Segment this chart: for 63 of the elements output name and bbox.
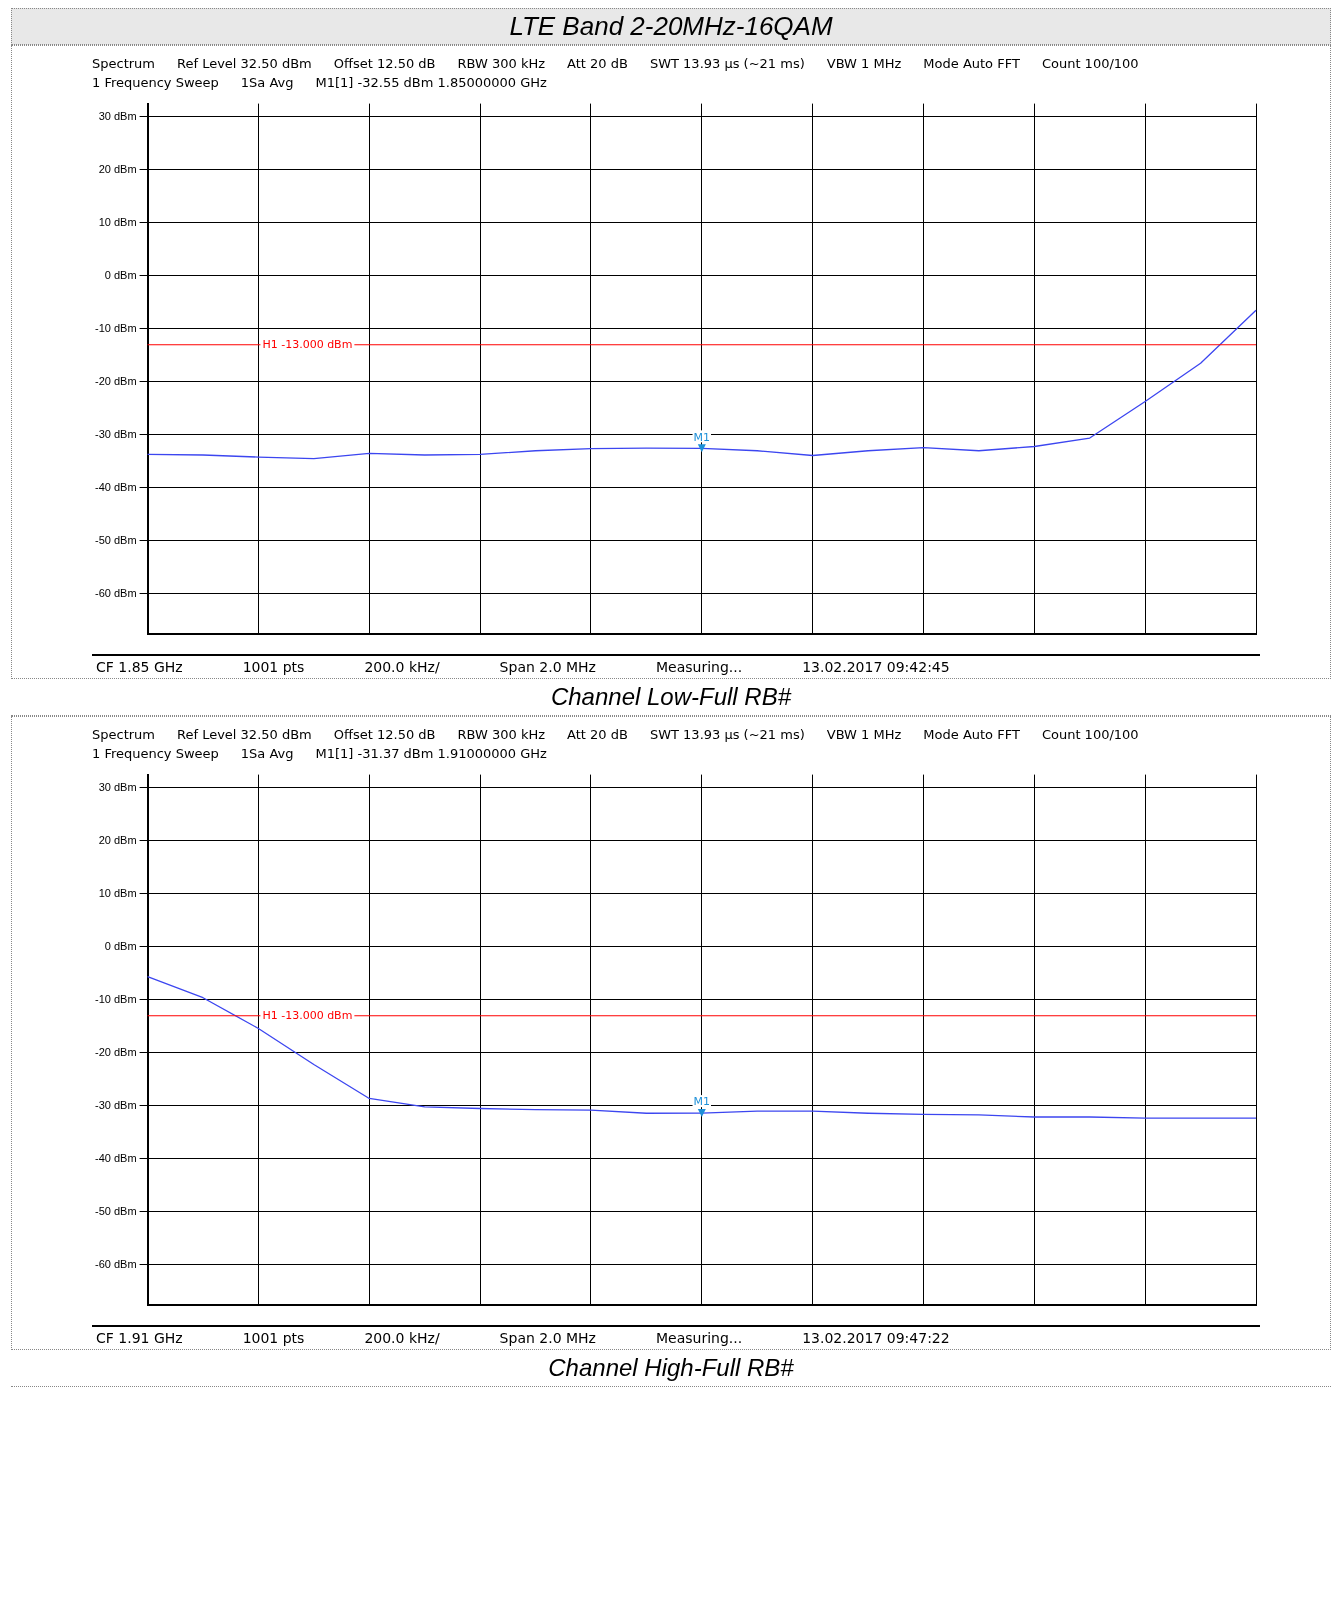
y-tick-label: 0 dBm bbox=[104, 268, 137, 281]
text: Ref Level 32.50 dBm bbox=[177, 727, 312, 742]
text: M1[1] -31.37 dBm 1.91000000 GHz bbox=[315, 746, 547, 761]
text: 1001 pts bbox=[242, 659, 305, 675]
y-tick-label: -20 dBm bbox=[94, 1045, 137, 1058]
text: Offset 12.50 dB bbox=[333, 727, 436, 742]
text: Mode Auto FFT bbox=[923, 727, 1020, 742]
text: 1001 pts bbox=[242, 1330, 305, 1346]
y-tick-label: -60 dBm bbox=[94, 1257, 137, 1270]
text: Att 20 dB bbox=[567, 727, 628, 742]
text: Count 100/100 bbox=[1041, 56, 1139, 71]
y-tick-label: -60 dBm bbox=[94, 586, 137, 599]
text: VBW 1 MHz bbox=[826, 727, 902, 742]
y-tick-label: -40 dBm bbox=[94, 480, 137, 493]
text: Span 2.0 MHz bbox=[499, 659, 596, 675]
text: Ref Level 32.50 dBm bbox=[177, 56, 312, 71]
y-tick-label: -10 dBm bbox=[94, 992, 137, 1005]
text: SWT 13.93 µs (~21 ms) bbox=[649, 56, 805, 71]
y-tick-label: -40 dBm bbox=[94, 1151, 137, 1164]
text: Offset 12.50 dB bbox=[333, 56, 436, 71]
text: Att 20 dB bbox=[567, 56, 628, 71]
text: VBW 1 MHz bbox=[826, 56, 902, 71]
text: Measuring... bbox=[655, 1330, 743, 1346]
text: Mode Auto FFT bbox=[923, 56, 1020, 71]
annotation: M1 bbox=[693, 430, 711, 444]
y-tick-label: 20 dBm bbox=[98, 162, 137, 175]
y-tick-label: -50 dBm bbox=[94, 1204, 137, 1217]
text: Channel Low-Full RB# bbox=[11, 679, 1331, 716]
y-tick-label: 10 dBm bbox=[98, 215, 137, 228]
text: 13.02.2017 09:42:45 bbox=[802, 659, 950, 675]
text: 1 Frequency Sweep bbox=[92, 75, 219, 90]
y-tick-label: -50 dBm bbox=[94, 533, 137, 546]
y-tick-label: -20 dBm bbox=[94, 374, 137, 387]
text: 13.02.2017 09:47:22 bbox=[802, 1330, 950, 1346]
text: RBW 300 kHz bbox=[457, 56, 546, 71]
text: 1 Frequency Sweep bbox=[92, 746, 219, 761]
ref-line-label: H1 -13.000 dBm bbox=[262, 337, 353, 351]
y-tick-label: 10 dBm bbox=[98, 886, 137, 899]
y-tick-label: -30 dBm bbox=[94, 427, 137, 440]
text: 200.0 kHz/ bbox=[364, 659, 440, 675]
text: Spectrum bbox=[92, 727, 155, 742]
text: 1Sa Avg bbox=[240, 75, 294, 90]
y-tick-label: -30 dBm bbox=[94, 1098, 137, 1111]
chart-title: LTE Band 2-20MHz-16QAM bbox=[11, 8, 1331, 45]
ref-line-label: H1 -13.000 dBm bbox=[262, 1008, 353, 1022]
text: CF 1.85 GHz bbox=[96, 659, 183, 675]
text: Count 100/100 bbox=[1041, 727, 1139, 742]
annotation: M1 bbox=[693, 1095, 711, 1109]
text: Span 2.0 MHz bbox=[499, 1330, 596, 1346]
y-tick-label: 30 dBm bbox=[98, 109, 137, 122]
text: Measuring... bbox=[655, 659, 743, 675]
text: Channel High-Full RB# bbox=[11, 1350, 1331, 1387]
y-tick-label: 20 dBm bbox=[98, 833, 137, 846]
y-tick-label: 0 dBm bbox=[104, 939, 137, 952]
text: M1[1] -32.55 dBm 1.85000000 GHz bbox=[315, 75, 547, 90]
y-tick-label: 30 dBm bbox=[98, 780, 137, 793]
y-tick-label: -10 dBm bbox=[94, 321, 137, 334]
text: CF 1.91 GHz bbox=[96, 1330, 183, 1346]
text: Spectrum bbox=[92, 56, 155, 71]
text: 200.0 kHz/ bbox=[364, 1330, 440, 1346]
text: 1Sa Avg bbox=[240, 746, 294, 761]
text: RBW 300 kHz bbox=[457, 727, 546, 742]
text: SWT 13.93 µs (~21 ms) bbox=[649, 727, 805, 742]
